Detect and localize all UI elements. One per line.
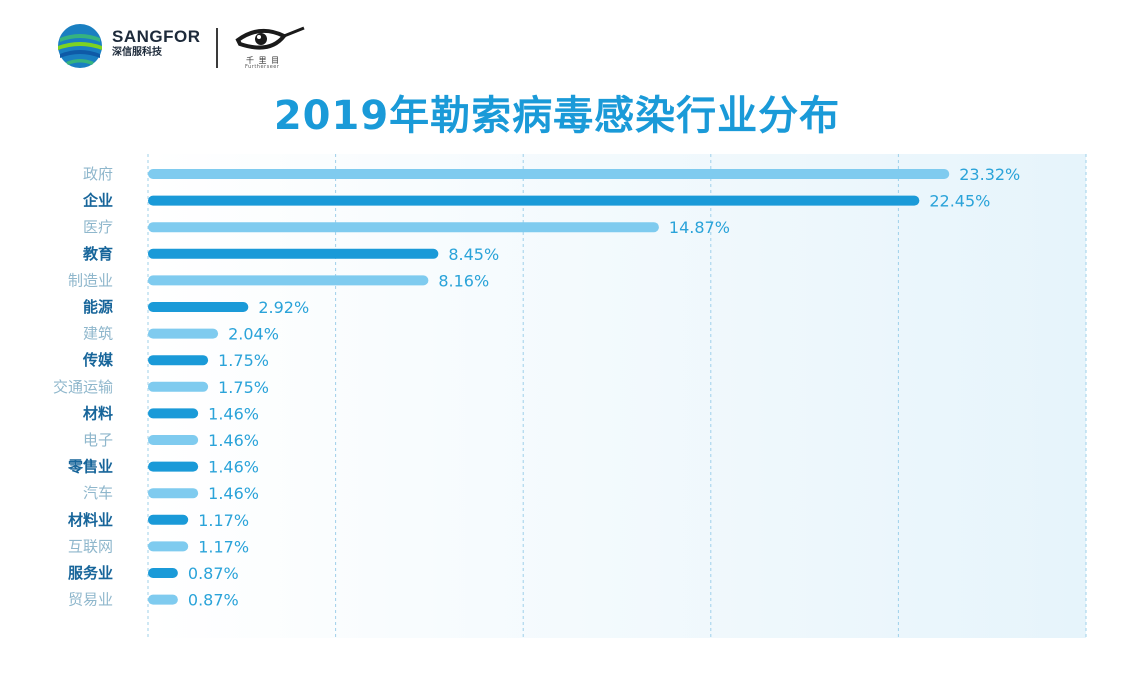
bar: [148, 169, 950, 179]
value-label: 0.87%: [188, 564, 239, 583]
category-label: 能源: [83, 298, 113, 316]
category-label: 材料业: [68, 511, 113, 529]
plot-background: [148, 154, 1086, 638]
category-labels: 政府企业医疗教育制造业能源建筑传媒交通运输材料电子零售业汽车材料业互联网服务业贸…: [53, 165, 114, 609]
value-labels: 23.32% 22.45% 14.87% 8.45% 8.16% 2.92% 2.04% 1.…: [188, 165, 1020, 610]
brand-subtitle: 深信服科技: [112, 47, 162, 58]
category-label: 传媒: [82, 351, 114, 369]
value-label: 1.46%: [208, 431, 259, 450]
value-label: 1.17%: [198, 511, 249, 530]
bar: [148, 594, 178, 605]
bar: [148, 302, 249, 312]
brand-text: SANGFOR 深信服科技: [112, 28, 201, 60]
bar: [148, 568, 178, 578]
value-label: 2.92%: [258, 298, 309, 317]
gridlines: [147, 154, 1087, 638]
value-label: 1.46%: [208, 484, 259, 503]
bars: [148, 169, 950, 605]
bar: [148, 488, 199, 499]
bar: [148, 461, 199, 472]
bar: [148, 408, 199, 419]
bar: [148, 195, 920, 206]
value-label: 2.04%: [228, 325, 279, 344]
chart-title: 2019年勒索病毒感染行业分布: [273, 93, 841, 139]
sangfor-logo-icon: [58, 24, 102, 68]
partner-subtitle: Furtherseer: [245, 64, 280, 70]
value-label: 1.75%: [218, 351, 269, 370]
category-label: 交通运输: [53, 378, 113, 396]
category-label: 制造业: [68, 271, 113, 289]
bar: [148, 328, 219, 339]
category-label: 电子: [83, 431, 113, 449]
value-label: 8.45%: [448, 245, 499, 264]
category-label: 贸易业: [68, 591, 113, 609]
category-label: 零售业: [67, 458, 113, 476]
category-label: 医疗: [83, 218, 113, 236]
bar: [148, 275, 429, 286]
bar: [148, 514, 189, 525]
bar: [148, 248, 439, 259]
category-label: 建筑: [83, 325, 113, 343]
bar: [148, 541, 189, 552]
bar: [148, 355, 209, 366]
bar: [148, 381, 209, 392]
partner-text: 千 里 目: [246, 56, 281, 65]
value-label: 22.45%: [929, 192, 990, 211]
category-label: 教育: [82, 245, 113, 263]
logo-divider: [216, 28, 218, 68]
value-label: 14.87%: [669, 218, 730, 237]
brand-name: SANGFOR: [112, 27, 201, 46]
category-label: 互联网: [68, 537, 113, 555]
value-label: 1.17%: [198, 537, 249, 556]
eye-logo-icon: [235, 26, 305, 50]
value-label: 8.16%: [438, 271, 489, 290]
category-label: 服务业: [68, 564, 113, 582]
value-label: 23.32%: [959, 165, 1020, 184]
bar: [148, 435, 199, 445]
category-label: 汽车: [83, 484, 113, 502]
value-label: 1.46%: [208, 404, 259, 423]
category-label: 企业: [82, 192, 113, 210]
category-label: 材料: [83, 404, 113, 422]
category-label: 政府: [83, 165, 113, 183]
header: SANGFOR 深信服科技 千 里 目 Furtherseer: [0, 0, 1140, 90]
value-label: 0.87%: [188, 591, 239, 610]
value-label: 1.75%: [218, 378, 269, 397]
value-label: 1.46%: [208, 458, 259, 477]
bar: [148, 222, 659, 233]
